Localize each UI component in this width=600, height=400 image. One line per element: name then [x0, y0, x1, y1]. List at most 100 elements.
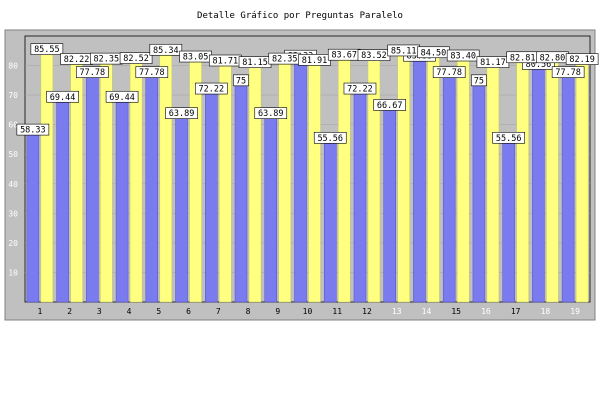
data-label: 82.80: [540, 53, 566, 63]
data-label: 81.91: [302, 56, 328, 66]
data-label-box: [105, 90, 139, 103]
bar: [264, 112, 278, 303]
data-label: 72.22: [347, 85, 373, 95]
bar: [546, 57, 559, 303]
bar: [397, 50, 410, 303]
bar: [308, 59, 321, 303]
data-label: 77.78: [555, 68, 581, 78]
bar: [516, 57, 529, 303]
x-tick-label: 8: [246, 307, 251, 316]
data-label-box: [30, 43, 64, 55]
bar: [86, 71, 99, 303]
bar: [427, 52, 440, 303]
bar: [56, 96, 69, 303]
bar: [472, 80, 486, 303]
y-tick-label: 40: [8, 180, 18, 189]
data-label-box: [565, 53, 599, 65]
data-label: 75: [474, 76, 484, 86]
x-tick-label: 13: [392, 307, 402, 316]
data-label: 85.11: [391, 46, 417, 56]
data-label: 55.56: [496, 134, 522, 144]
data-label: 55.56: [317, 134, 343, 144]
bar: [278, 58, 292, 303]
data-label: 83.52: [361, 51, 387, 61]
bar: [456, 55, 470, 303]
bar: [353, 88, 367, 303]
bar: [205, 88, 218, 303]
data-label-box: [373, 99, 407, 111]
x-tick-label: 6: [186, 307, 191, 316]
data-label: 81.15: [242, 58, 268, 68]
x-tick-label: 1: [37, 307, 42, 316]
data-label-box: [135, 66, 169, 78]
data-label-box: [551, 66, 585, 78]
data-label-box: [432, 66, 466, 78]
bar: [532, 63, 545, 303]
bar: [561, 71, 575, 303]
bar: [40, 48, 54, 303]
x-tick-label: 15: [451, 307, 461, 316]
x-tick-label: 12: [362, 307, 372, 316]
data-label: 82.35: [94, 55, 120, 65]
data-label-box: [471, 74, 487, 87]
data-label-box: [76, 66, 109, 78]
data-label: 81.71: [212, 57, 238, 67]
y-tick-label: 60: [8, 121, 18, 130]
bar: [234, 80, 248, 303]
x-tick-label: 19: [570, 307, 580, 316]
x-tick-label: 14: [422, 307, 432, 316]
bar: [413, 55, 426, 303]
x-tick-label: 18: [541, 307, 551, 316]
data-label-box: [46, 90, 79, 103]
data-label: 82.52: [123, 54, 149, 64]
x-tick-label: 16: [481, 307, 491, 316]
x-tick-label: 10: [303, 307, 313, 316]
x-axis: 1 2 3 4 5 6 7 8 9 10 11 12 13 14 15 16 17 18 19: [37, 307, 580, 316]
data-label: 83.40: [450, 52, 476, 62]
chart-title: Detalle Gráfico por Preguntas Paralelo: [197, 11, 403, 21]
x-tick-label: 7: [216, 307, 221, 316]
bar: [26, 129, 40, 303]
data-label: 83.05: [183, 53, 209, 63]
data-labels: 58.33 69.44 77.78 69.44 77.78 63.89 72.22 75 63.…: [16, 43, 599, 144]
data-label: 84.50: [421, 48, 447, 58]
bar: [383, 104, 396, 303]
data-label: 69.44: [50, 93, 76, 103]
bar: [294, 55, 307, 303]
data-label-box: [233, 74, 249, 87]
data-label-box: [16, 123, 50, 136]
data-label: 63.89: [258, 109, 284, 119]
data-label: 82.22: [64, 55, 90, 65]
data-label: 75: [236, 76, 246, 86]
x-tick-label: 5: [156, 307, 161, 316]
bars: [26, 48, 589, 303]
data-label: 58.33: [20, 126, 46, 136]
data-label: 69.44: [109, 93, 135, 103]
data-label: 63.89: [169, 109, 195, 119]
bar: [323, 137, 337, 303]
data-label-box: [446, 49, 480, 62]
data-label-box: [492, 131, 525, 144]
x-tick-label: 3: [97, 307, 102, 316]
bar: [486, 61, 500, 303]
data-label: 72.22: [198, 85, 224, 95]
data-label-box: [343, 82, 377, 95]
data-label-box: [149, 43, 183, 56]
data-label-box: [254, 107, 288, 119]
bar: [248, 61, 262, 303]
x-tick-label: 17: [511, 307, 521, 316]
x-tick-label: 2: [67, 307, 72, 316]
bar: [575, 58, 589, 303]
data-label-box: [165, 107, 198, 119]
y-axis: 10 20 30 40 50 60 70 80: [8, 62, 18, 278]
y-tick-label: 50: [8, 150, 18, 159]
bar: [502, 137, 515, 303]
data-label: 77.78: [139, 68, 165, 78]
data-label: 83.67: [331, 51, 357, 61]
bar: [145, 71, 159, 303]
data-label: 85.55: [34, 45, 60, 55]
data-label: 77.78: [80, 68, 106, 78]
x-tick-label: 4: [127, 307, 132, 316]
bar: [159, 49, 173, 303]
